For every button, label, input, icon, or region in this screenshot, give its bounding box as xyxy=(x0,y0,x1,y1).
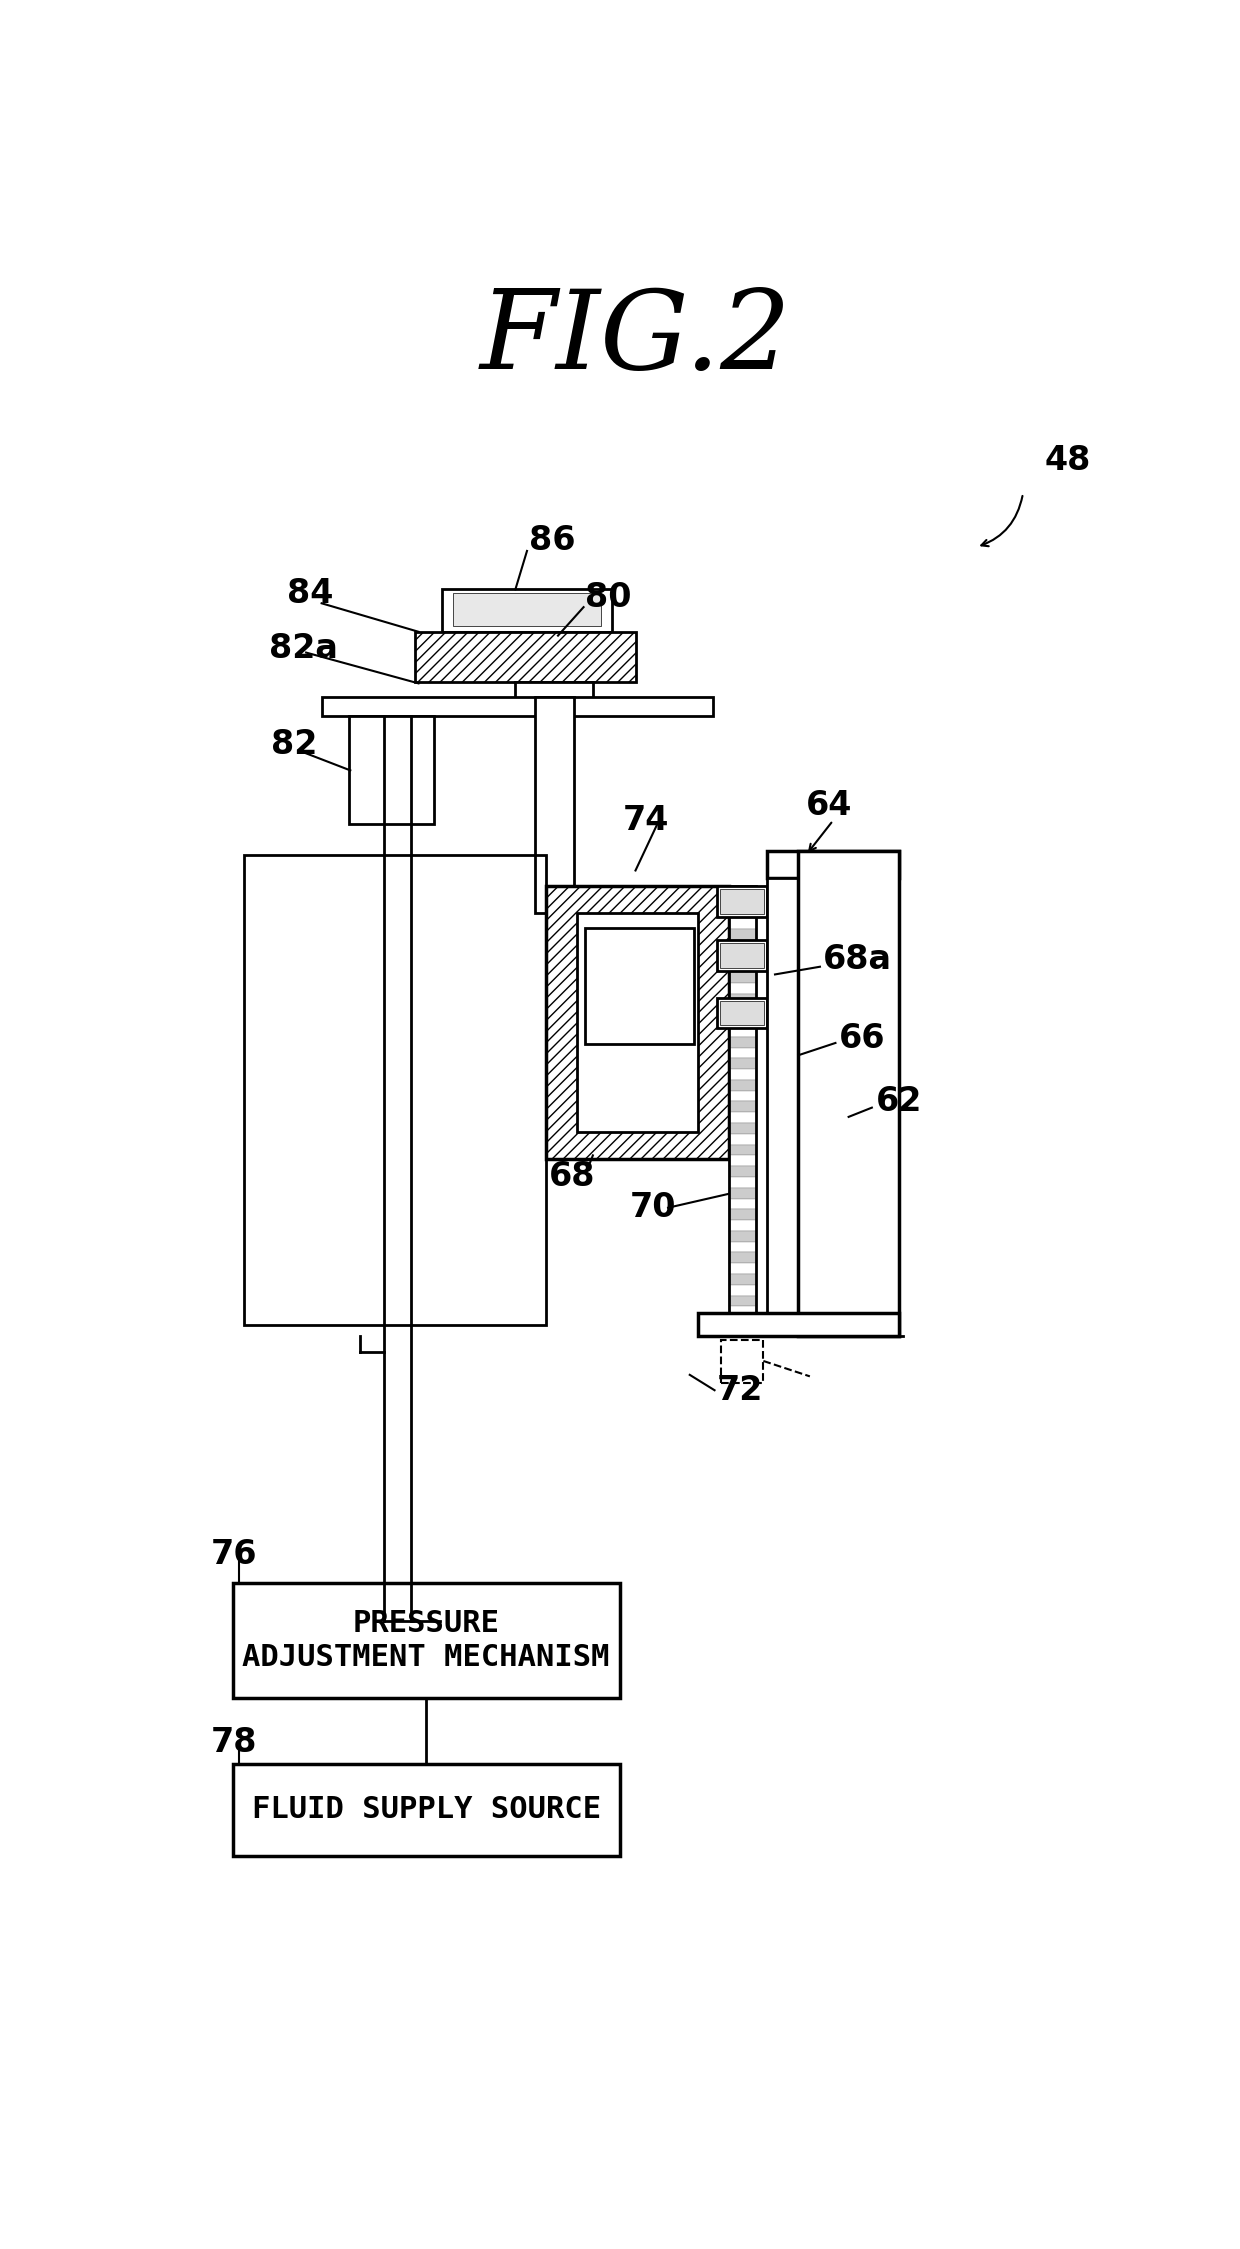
Bar xyxy=(720,942,764,967)
Bar xyxy=(729,886,755,897)
Bar xyxy=(729,1264,755,1273)
Bar xyxy=(414,632,635,681)
Text: 74: 74 xyxy=(622,803,668,837)
Bar xyxy=(729,1210,755,1219)
Bar xyxy=(729,1122,755,1133)
Bar xyxy=(697,1313,899,1336)
Text: FLUID SUPPLY SOURCE: FLUID SUPPLY SOURCE xyxy=(252,1795,601,1824)
FancyArrowPatch shape xyxy=(981,497,1023,547)
Bar xyxy=(729,1102,755,1113)
Bar xyxy=(729,994,755,1005)
Bar xyxy=(729,1295,755,1307)
Bar xyxy=(729,1037,755,1048)
Bar xyxy=(233,1583,620,1698)
Bar xyxy=(534,697,573,913)
Text: 76: 76 xyxy=(211,1538,258,1570)
Text: 72: 72 xyxy=(717,1374,764,1406)
Bar xyxy=(768,877,799,1313)
Bar xyxy=(348,717,434,825)
Text: 84: 84 xyxy=(286,576,334,609)
Bar xyxy=(729,1133,755,1145)
Text: 66: 66 xyxy=(838,1021,885,1055)
Bar xyxy=(244,855,547,1325)
Text: 86: 86 xyxy=(528,524,575,558)
Bar xyxy=(321,697,713,717)
Bar xyxy=(729,1005,755,1014)
Bar xyxy=(717,940,768,972)
Text: 70: 70 xyxy=(630,1192,677,1223)
Bar xyxy=(729,1026,755,1037)
Bar xyxy=(729,1080,755,1091)
Bar xyxy=(729,1230,755,1241)
Bar xyxy=(729,951,755,960)
Bar xyxy=(720,888,764,913)
Text: 80: 80 xyxy=(585,580,631,614)
Bar xyxy=(454,594,600,625)
Bar xyxy=(578,913,697,1131)
Bar xyxy=(585,929,693,1044)
Bar xyxy=(729,1187,755,1199)
Bar xyxy=(729,1091,755,1102)
Bar xyxy=(729,1241,755,1253)
Bar xyxy=(729,1199,755,1210)
Text: 48: 48 xyxy=(1044,445,1091,477)
Bar xyxy=(768,850,899,877)
Bar xyxy=(729,1059,755,1068)
Text: 62: 62 xyxy=(875,1084,923,1118)
Bar xyxy=(441,589,613,632)
Text: 82: 82 xyxy=(272,729,317,762)
Bar xyxy=(717,886,768,918)
Bar xyxy=(729,897,755,906)
Bar xyxy=(729,918,755,929)
Bar xyxy=(729,1145,755,1156)
Text: 82a: 82a xyxy=(269,632,337,666)
Bar xyxy=(729,1048,755,1059)
Bar xyxy=(729,1307,755,1313)
Bar xyxy=(729,1284,755,1295)
Bar xyxy=(729,1014,755,1026)
Text: PRESSURE
ADJUSTMENT MECHANISM: PRESSURE ADJUSTMENT MECHANISM xyxy=(243,1610,610,1671)
FancyArrowPatch shape xyxy=(810,823,831,850)
Bar xyxy=(729,972,755,983)
Bar xyxy=(729,1176,755,1187)
Bar xyxy=(729,1167,755,1176)
Bar xyxy=(729,886,755,1313)
Bar xyxy=(729,1219,755,1230)
Bar xyxy=(547,886,729,1158)
Bar xyxy=(729,1156,755,1167)
Bar xyxy=(717,999,768,1028)
Bar xyxy=(720,1340,764,1383)
Bar xyxy=(720,1001,764,1026)
Bar xyxy=(516,681,593,699)
Bar xyxy=(729,1273,755,1284)
Bar xyxy=(729,929,755,940)
Text: 78: 78 xyxy=(211,1725,258,1759)
Text: 64: 64 xyxy=(806,789,852,821)
Bar xyxy=(729,1253,755,1264)
Bar xyxy=(799,850,899,1336)
Bar xyxy=(729,960,755,972)
Text: FIG.2: FIG.2 xyxy=(480,286,791,394)
Bar xyxy=(729,906,755,918)
Bar xyxy=(729,983,755,994)
Bar xyxy=(729,940,755,951)
Bar xyxy=(233,1763,620,1855)
Text: 68a: 68a xyxy=(823,942,892,976)
Bar xyxy=(729,1068,755,1080)
Bar xyxy=(729,1113,755,1122)
Text: 68: 68 xyxy=(549,1160,595,1194)
